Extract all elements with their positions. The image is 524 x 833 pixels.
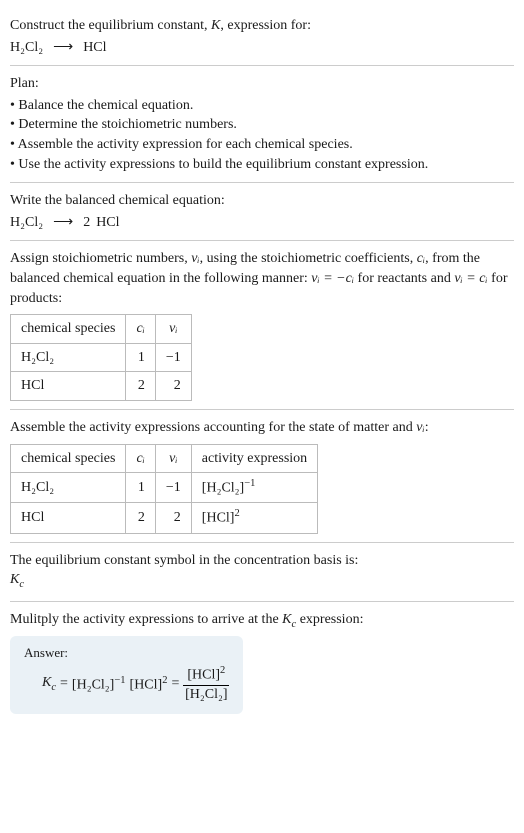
table-row: HCl 2 2 [HCl]2 <box>11 503 318 533</box>
prompt-prefix: Construct the equilibrium constant, <box>10 18 211 33</box>
relation: νᵢ = cᵢ <box>454 271 487 286</box>
cell-nu: 2 <box>155 372 191 401</box>
activity-title: Assemble the activity expressions accoun… <box>10 418 514 438</box>
table-header-row: chemical species cᵢ νᵢ <box>11 315 192 344</box>
cell-nu: −1 <box>155 473 191 503</box>
cell-c: 1 <box>126 473 155 503</box>
activity-exp: 2 <box>234 508 239 519</box>
term-exp: 2 <box>162 675 167 686</box>
activity-table: chemical species cᵢ νᵢ activity expressi… <box>10 444 318 534</box>
col-c: cᵢ <box>126 444 155 473</box>
answer-expression: Kc = [H₂Cl₂]−1 [HCl]2 = [HCl]2 [H₂Cl₂] <box>42 666 229 702</box>
cell-species: H₂Cl₂ <box>11 343 126 372</box>
symbol-section: The equilibrium constant symbol in the c… <box>10 543 514 602</box>
activity-exp: −1 <box>244 478 255 489</box>
multiply-line: Mulitply the activity expressions to arr… <box>10 610 514 632</box>
cell-c: 2 <box>126 503 155 533</box>
col-activity: activity expression <box>191 444 317 473</box>
activity-section: Assemble the activity expressions accoun… <box>10 410 514 543</box>
col-species: chemical species <box>11 444 126 473</box>
text: , using the stoichiometric coefficients, <box>200 251 417 266</box>
cell-activity: [H₂Cl₂]−1 <box>191 473 317 503</box>
table-row: H₂Cl₂ 1 −1 <box>11 343 192 372</box>
fraction-denominator: [H₂Cl₂] <box>185 686 227 702</box>
symbol-line: The equilibrium constant symbol in the c… <box>10 551 514 571</box>
activity-base: [HCl] <box>202 511 235 526</box>
cell-species: H₂Cl₂ <box>11 473 126 503</box>
col-c: cᵢ <box>126 315 155 344</box>
kc-symbol: Kc <box>10 570 514 592</box>
text: Mulitply the activity expressions to arr… <box>10 612 282 627</box>
fraction: [HCl]2 [H₂Cl₂] <box>183 666 229 702</box>
answer-label: Answer: <box>24 644 229 662</box>
text: expression: <box>296 612 363 627</box>
num-exp: 2 <box>220 665 225 676</box>
arrow-icon: ⟶ <box>49 38 77 58</box>
answer-box: Answer: Kc = [H₂Cl₂]−1 [HCl]2 = [HCl]2 [… <box>10 636 243 714</box>
cell-activity: [HCl]2 <box>191 503 317 533</box>
term-exp: −1 <box>114 675 125 686</box>
stoich-section: Assign stoichiometric numbers, νᵢ, using… <box>10 241 514 410</box>
text: for reactants and <box>354 271 454 286</box>
kc-K: K <box>10 572 19 587</box>
table-header-row: chemical species cᵢ νᵢ activity expressi… <box>11 444 318 473</box>
cell-species: HCl <box>11 503 126 533</box>
balanced-equation: H₂Cl₂ ⟶ 2 HCl <box>10 213 514 233</box>
equals-icon: = <box>60 674 68 694</box>
plan-item: Use the activity expressions to build th… <box>10 155 514 175</box>
plan-item: Balance the chemical equation. <box>10 96 514 116</box>
kc-K: K <box>42 675 51 690</box>
kc-symbol: Kc <box>42 673 56 695</box>
prompt-line1: Construct the equilibrium constant, K, e… <box>10 16 514 36</box>
cell-nu: −1 <box>155 343 191 372</box>
term1: [H₂Cl₂]−1 <box>72 674 126 695</box>
reactant: H₂Cl₂ <box>10 38 43 58</box>
plan-item: Determine the stoichiometric numbers. <box>10 115 514 135</box>
text: Assign stoichiometric numbers, <box>10 251 191 266</box>
c-i: cᵢ <box>417 251 425 266</box>
stoich-intro: Assign stoichiometric numbers, νᵢ, using… <box>10 249 514 308</box>
cell-species: HCl <box>11 372 126 401</box>
kc-K: K <box>282 612 291 627</box>
balanced-section: Write the balanced chemical equation: H₂… <box>10 183 514 241</box>
equals-icon: = <box>171 674 179 694</box>
col-nu: νᵢ <box>155 315 191 344</box>
term-base: [H₂Cl₂] <box>72 677 114 692</box>
cell-c: 1 <box>126 343 155 372</box>
prompt-section: Construct the equilibrium constant, K, e… <box>10 8 514 66</box>
arrow-icon: ⟶ <box>49 213 77 233</box>
activity-base: [H₂Cl₂] <box>202 481 244 496</box>
text: Assemble the activity expressions accoun… <box>10 420 416 435</box>
kc-c: c <box>51 682 56 693</box>
col-nu: νᵢ <box>155 444 191 473</box>
cell-nu: 2 <box>155 503 191 533</box>
prompt-K: K <box>211 18 220 33</box>
prompt-equation: H₂Cl₂ ⟶ HCl <box>10 38 514 58</box>
table-row: HCl 2 2 <box>11 372 192 401</box>
plan-item: Assemble the activity expression for eac… <box>10 135 514 155</box>
balanced-coef: 2 <box>83 213 90 233</box>
plan-title: Plan: <box>10 74 514 94</box>
term-base: [HCl] <box>130 677 163 692</box>
plan-list: Balance the chemical equation. Determine… <box>10 96 514 174</box>
col-species: chemical species <box>11 315 126 344</box>
num-base: [HCl] <box>187 668 220 683</box>
term2: [HCl]2 <box>130 674 168 695</box>
prompt-suffix: , expression for: <box>220 18 311 33</box>
kc-c: c <box>19 579 24 590</box>
multiply-section: Mulitply the activity expressions to arr… <box>10 602 514 722</box>
balanced-reactant: H₂Cl₂ <box>10 213 43 233</box>
nu-i: νᵢ <box>416 420 424 435</box>
table-row: H₂Cl₂ 1 −1 [H₂Cl₂]−1 <box>11 473 318 503</box>
product: HCl <box>83 38 106 58</box>
text: : <box>425 420 429 435</box>
stoich-table: chemical species cᵢ νᵢ H₂Cl₂ 1 −1 HCl 2 … <box>10 314 192 401</box>
balanced-product: HCl <box>96 213 119 233</box>
fraction-numerator: [HCl]2 <box>183 666 229 686</box>
cell-c: 2 <box>126 372 155 401</box>
nu-i: νᵢ <box>191 251 199 266</box>
balanced-title: Write the balanced chemical equation: <box>10 191 514 211</box>
relation: νᵢ = −cᵢ <box>311 271 354 286</box>
plan-section: Plan: Balance the chemical equation. Det… <box>10 66 514 183</box>
